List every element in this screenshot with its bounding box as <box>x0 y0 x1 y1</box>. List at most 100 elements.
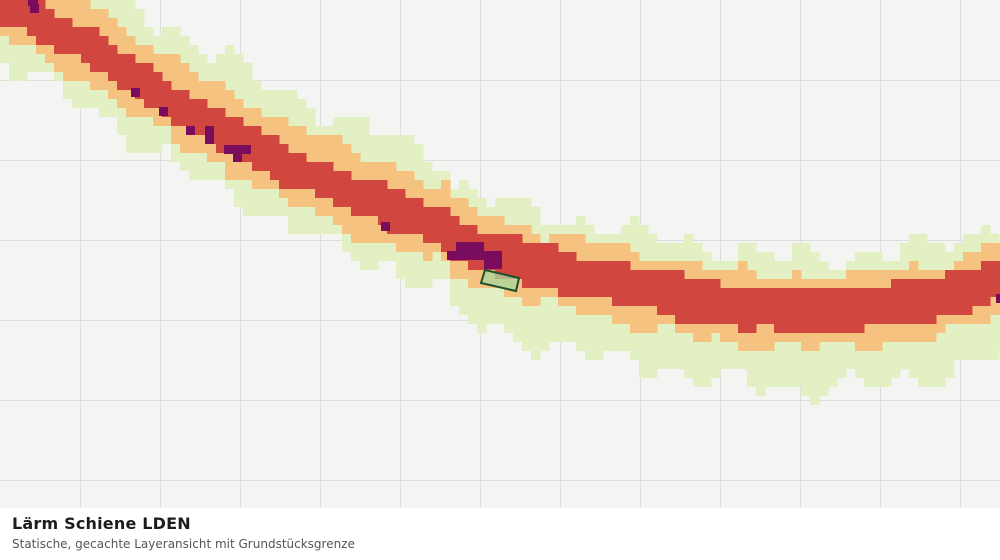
noise-cell-high <box>540 243 550 288</box>
noise-cell-high <box>639 270 649 306</box>
noise-cell-high <box>225 117 235 153</box>
noise-cell-high <box>612 261 622 306</box>
noise-cell-high <box>657 270 667 315</box>
noise-cell-high <box>270 135 280 180</box>
noise-cell-high <box>603 261 613 297</box>
noise-cell-highest <box>131 88 140 97</box>
noise-cell-high <box>693 279 703 324</box>
noise-cell-high <box>864 288 874 324</box>
noise-cell-high <box>315 162 325 198</box>
noise-cell-high <box>432 207 442 243</box>
noise-cell-high <box>324 162 334 198</box>
noise-cell-high <box>180 90 190 126</box>
parcel-boundary[interactable] <box>479 268 521 293</box>
noise-cell-high <box>846 288 856 333</box>
noise-cell-high <box>135 63 145 99</box>
noise-cell-high <box>522 243 532 288</box>
noise-cell-high <box>396 189 406 234</box>
layer-title: Lärm Schiene LDEN <box>12 514 191 533</box>
noise-cell-high <box>954 270 964 315</box>
noise-cell-high <box>108 45 118 81</box>
noise-band-high <box>0 0 1000 333</box>
noise-cell-high <box>423 207 433 243</box>
noise-cell-high <box>144 63 154 108</box>
noise-cell-high <box>711 279 721 324</box>
noise-cell-high <box>117 54 127 90</box>
parcel-boundary-layer <box>479 268 521 293</box>
noise-cell-high <box>567 252 577 297</box>
noise-cell-high <box>189 99 199 135</box>
noise-cell-high <box>729 288 739 324</box>
noise-cell-highest <box>233 153 242 162</box>
noise-cell-high <box>549 243 559 288</box>
noise-cell-high <box>387 189 397 234</box>
noise-cell-high <box>360 180 370 216</box>
noise-cell-high <box>792 288 802 333</box>
noise-cell-high <box>882 288 892 324</box>
noise-cell-high <box>666 270 676 315</box>
noise-cell-highest <box>996 294 1000 303</box>
noise-cell-highest <box>381 222 390 231</box>
noise-cell-high <box>972 270 982 306</box>
noise-cell-high <box>702 279 712 324</box>
noise-cell-high <box>963 270 973 315</box>
noise-cell-high <box>801 288 811 333</box>
noise-cell-highest <box>205 126 214 144</box>
noise-cell-high <box>297 153 307 189</box>
noise-cell-high <box>990 261 1000 297</box>
noise-cell-high <box>414 198 424 234</box>
noise-cell-high <box>927 279 937 324</box>
noise-cell-high <box>855 288 865 333</box>
noise-cell-high <box>198 99 208 135</box>
noise-cell-high <box>243 126 253 162</box>
noise-cell-high <box>342 171 352 207</box>
noise-cell-highest <box>484 251 502 269</box>
noise-cell-high <box>936 279 946 315</box>
noise-cell-high <box>90 27 100 72</box>
noise-cell-high <box>261 135 271 171</box>
noise-cell-high <box>288 153 298 189</box>
noise-cell-high <box>684 279 694 324</box>
noise-cell-high <box>279 144 289 189</box>
noise-cell-highest <box>28 0 38 6</box>
noise-cell-high <box>900 279 910 324</box>
noise-cell-high <box>720 288 730 324</box>
noise-cell-high <box>738 288 748 333</box>
noise-cell-high <box>891 279 901 324</box>
noise-cell-high <box>126 54 136 90</box>
noise-cell-high <box>783 288 793 333</box>
noise-map-canvas <box>0 0 1000 508</box>
noise-cell-high <box>576 261 586 297</box>
noise-cell-high <box>450 216 460 261</box>
noise-cell-high <box>558 252 568 297</box>
noise-cell-high <box>810 288 820 333</box>
noise-cell-high <box>72 27 82 54</box>
noise-cell-high <box>441 207 451 252</box>
noise-cell-high <box>0 0 10 27</box>
noise-cell-high <box>45 9 55 45</box>
map-caption: Lärm Schiene LDEN Statische, gecachte La… <box>0 508 1000 560</box>
noise-cell-high <box>774 288 784 333</box>
noise-cell-high <box>81 27 91 63</box>
noise-cell-high <box>819 288 829 333</box>
noise-cell-high <box>837 288 847 333</box>
noise-cell-high <box>918 279 928 324</box>
noise-cell-high <box>171 90 181 126</box>
noise-cell-high <box>63 18 73 54</box>
noise-cell-high <box>513 234 523 279</box>
noise-cell-high <box>333 171 343 207</box>
noise-cell-high <box>648 270 658 306</box>
noise-cell-high <box>18 0 28 27</box>
noise-hotspots-highest <box>28 0 1000 303</box>
noise-cell-high <box>306 162 316 189</box>
noise-cell-highest <box>447 251 502 260</box>
noise-cell-highest <box>159 107 168 116</box>
noise-cell-high <box>153 72 163 108</box>
noise-cell-highest <box>224 145 251 154</box>
noise-cell-high <box>981 261 991 306</box>
noise-cell-high <box>162 81 172 117</box>
noise-cell-highest <box>30 4 39 13</box>
noise-map[interactable] <box>0 0 1000 508</box>
noise-cell-high <box>828 288 838 333</box>
noise-cell-high <box>621 261 631 306</box>
